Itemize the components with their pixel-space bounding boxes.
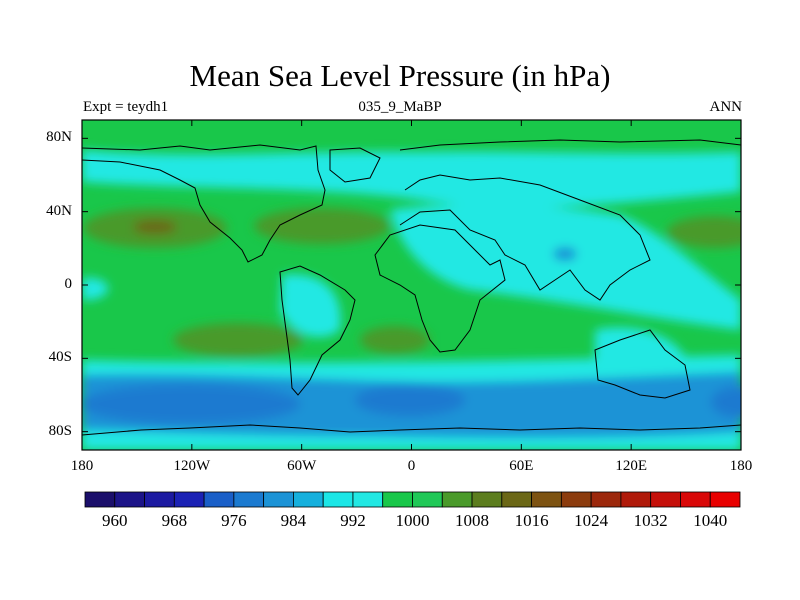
figure-title: Mean Sea Level Pressure (in hPa) xyxy=(189,58,611,93)
field-indian-ocean xyxy=(595,327,690,383)
field-southern-low-4 xyxy=(711,386,741,418)
lon-label: 180 xyxy=(70,458,94,474)
lon-label: 120W xyxy=(173,458,211,474)
field-high-s-pacific xyxy=(173,323,303,357)
coast-greenland xyxy=(329,147,381,183)
lon-label: 180 xyxy=(729,458,753,474)
pressure-field xyxy=(82,120,741,450)
colorbar-label: 976 xyxy=(221,511,247,530)
colorbar-label: 968 xyxy=(161,511,188,530)
field-tropical-pacific xyxy=(82,277,109,300)
lon-label: 0 xyxy=(407,458,416,474)
season-label: ANN xyxy=(709,99,743,115)
colorbar-swatch xyxy=(412,491,443,508)
coast-eurasia xyxy=(399,139,741,301)
field-south-america xyxy=(280,274,341,338)
colorbar-swatch xyxy=(322,491,354,508)
field-eurasia-low xyxy=(390,204,741,330)
colorbar-swatch xyxy=(531,491,562,508)
colorbar-swatch xyxy=(114,491,145,508)
experiment-label: Expt = teydh1 xyxy=(83,99,169,115)
axis-ticks xyxy=(81,120,742,450)
field-subpolar-north xyxy=(82,150,741,208)
colorbar-label: 1024 xyxy=(574,511,609,530)
lat-label: 80N xyxy=(46,129,72,146)
field-southern-low-3 xyxy=(355,384,465,416)
colorbar-swatch xyxy=(382,491,413,508)
lon-label: 60W xyxy=(287,458,317,474)
colorbar-swatch xyxy=(620,491,652,508)
colorbar-swatch xyxy=(293,491,324,508)
field-high-n-atlantic xyxy=(254,208,390,244)
colorbar-swatch xyxy=(352,491,384,508)
colorbar-swatch xyxy=(441,491,473,508)
coast-australia xyxy=(594,329,691,399)
colorbar-swatch xyxy=(263,491,294,508)
period-label: 035_9_MaBP xyxy=(358,99,442,115)
colorbar-label: 984 xyxy=(280,511,307,530)
field-asia-low xyxy=(553,247,577,261)
lat-label: 0 xyxy=(64,276,73,292)
colorbar-swatch xyxy=(84,491,116,508)
colorbar-swatch xyxy=(471,491,503,508)
colorbar-label: 992 xyxy=(340,511,366,530)
lat-label: 40N xyxy=(46,202,72,219)
coast-south-america xyxy=(279,265,356,396)
field-high-w-pacific xyxy=(667,216,741,248)
colorbar-label: 1000 xyxy=(395,511,430,530)
colorbar-label: 1040 xyxy=(693,511,728,530)
colorbar-swatch xyxy=(650,491,681,508)
colorbar-swatch xyxy=(560,491,592,508)
field-high-n-pacific-core xyxy=(133,220,177,234)
colorbar xyxy=(84,491,741,508)
colorbar-swatch xyxy=(590,491,622,508)
coast-north-america xyxy=(82,144,326,263)
coastlines xyxy=(82,139,741,436)
colorbar-swatch xyxy=(233,491,265,508)
colorbar-swatch xyxy=(680,491,711,508)
lat-label: 80S xyxy=(48,422,72,439)
lon-label: 60E xyxy=(509,458,534,474)
colorbar-label: 1016 xyxy=(514,511,549,530)
colorbar-label: 1008 xyxy=(455,511,490,530)
lat-label: 40S xyxy=(48,349,72,366)
colorbar-label: 1032 xyxy=(633,511,668,530)
colorbar-swatch xyxy=(501,491,532,508)
lon-label: 120E xyxy=(615,458,647,474)
colorbar-label: 960 xyxy=(102,511,128,530)
colorbar-swatch xyxy=(203,491,235,508)
field-southern-low-2 xyxy=(82,384,300,424)
colorbar-swatch xyxy=(709,491,741,508)
colorbar-swatch xyxy=(144,491,175,508)
coast-antarctica xyxy=(82,424,741,436)
field-high-s-atlantic xyxy=(360,326,430,354)
colorbar-swatch xyxy=(173,491,205,508)
coast-africa xyxy=(374,224,506,353)
